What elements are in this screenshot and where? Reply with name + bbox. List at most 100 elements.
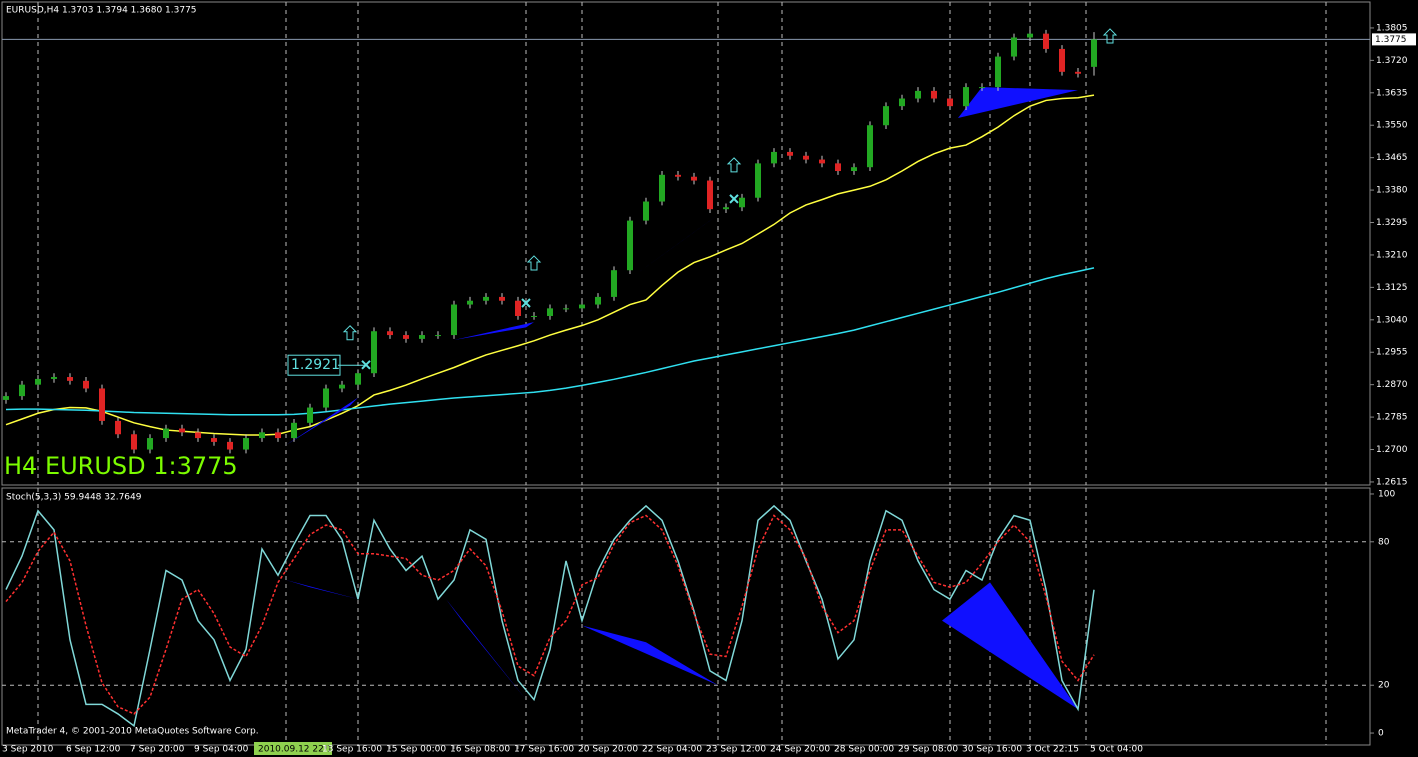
candle-body (451, 304, 457, 336)
candle-body (643, 201, 649, 221)
x-tick-label: 15 Sep 00:00 (386, 745, 446, 755)
candle-body (355, 373, 361, 385)
signal-arrow (342, 325, 358, 341)
candle-body (227, 441, 233, 450)
candle-body (803, 155, 809, 160)
candle-body (1011, 37, 1017, 57)
y-tick-label: 1.3210 (1376, 250, 1408, 260)
x-tick-label: 16 Sep 08:00 (450, 745, 510, 755)
candle-body (211, 438, 217, 442)
candle-body (67, 377, 73, 381)
candle-body (179, 428, 185, 433)
candle-body (19, 384, 25, 397)
candle-body (963, 87, 969, 107)
y-tick-label: 1.2870 (1376, 380, 1408, 390)
moving-average (5, 94, 1095, 436)
candle-body (867, 125, 873, 168)
divergence-wedge (446, 599, 526, 700)
divergence-wedge (454, 322, 534, 341)
candle-body (259, 432, 265, 439)
candle-body (883, 106, 889, 126)
candle-body (739, 197, 745, 208)
candle-body (851, 167, 857, 172)
moving-average (5, 267, 1095, 416)
cursor-time-box (254, 742, 332, 755)
candle-body (819, 159, 825, 164)
x-tick-label: 13 Sep 16:00 (322, 745, 382, 755)
candle-body (243, 438, 249, 450)
candle-body (771, 151, 777, 164)
candle-body (547, 308, 553, 316)
candle-body (195, 432, 201, 439)
x-tick-label: 3 Sep 2010 (2, 745, 54, 755)
x-tick-label: 17 Sep 16:00 (514, 745, 574, 755)
divergence-wedge (614, 214, 718, 291)
candle-body (627, 220, 633, 271)
price-panel (1, 1, 1371, 486)
x-tick-label: 22 Sep 04:00 (642, 745, 702, 755)
y-tick-label: 1.3380 (1376, 186, 1408, 196)
candle-body (995, 56, 1001, 88)
candle-body (515, 300, 521, 316)
candle-body (579, 304, 585, 309)
candle-body (899, 98, 905, 107)
x-tick-label: 28 Sep 00:00 (834, 745, 894, 755)
candle-body (931, 90, 937, 99)
signal-arrow (726, 157, 742, 173)
candle-body (787, 151, 793, 156)
candle-body (419, 335, 425, 339)
candle-body (115, 420, 121, 435)
candle-body (291, 422, 297, 439)
candle-body (371, 331, 377, 374)
y-tick-label: 1.3550 (1376, 121, 1408, 131)
candle-body (147, 438, 153, 450)
annotation-label: 1.2921 (291, 357, 340, 373)
candle-body (659, 174, 665, 202)
candle-body (467, 300, 473, 305)
y-tick-label: 1.2955 (1376, 348, 1408, 358)
y-tick-label: 1.2785 (1376, 413, 1408, 423)
divergence-wedge (942, 582, 1078, 710)
divergence-wedge (286, 397, 358, 445)
candle-body (323, 388, 329, 408)
y-tick-label: 20 (1378, 681, 1390, 691)
candle-body (675, 174, 681, 177)
y-tick-label: 100 (1378, 489, 1395, 499)
x-tick-label: 24 Sep 20:00 (770, 745, 830, 755)
candle-body (131, 434, 137, 450)
candle-body (611, 270, 617, 297)
x-tick-label: 29 Sep 08:00 (898, 745, 958, 755)
x-tick-label: 23 Sep 12:00 (706, 745, 766, 755)
divergence-wedge (582, 625, 718, 686)
candle-body (83, 380, 89, 389)
candle-body (35, 378, 41, 385)
candle-body (1091, 39, 1097, 67)
y-tick-label: 1.2700 (1376, 445, 1408, 455)
stochastic-line (5, 514, 1095, 715)
y-tick-label: 1.3465 (1376, 153, 1408, 163)
candle-body (563, 308, 569, 310)
x-tick-label: 2010.09.12 22:15 (258, 745, 338, 755)
divergence-wedge (958, 87, 1078, 118)
x-tick-label: 20 Sep 20:00 (578, 745, 638, 755)
candle-body (531, 315, 537, 317)
current-price-label: 1.3775 (1375, 35, 1407, 45)
candle-body (307, 407, 313, 423)
y-tick-label: 1.3295 (1376, 218, 1408, 228)
current-price-box (1372, 33, 1416, 46)
y-tick-label: 1.3635 (1376, 88, 1408, 98)
divergence-wedge (286, 580, 358, 600)
chart-title: EURUSD,H4 1.3703 1.3794 1.3680 1.3775 (6, 6, 197, 16)
candle-body (979, 87, 985, 89)
indicator-title: Stoch(5,3,3) 59.9448 32.7649 (6, 493, 142, 503)
y-tick-label: 80 (1378, 537, 1390, 547)
signal-arrow (1102, 28, 1118, 44)
candle-body (723, 207, 729, 210)
candle-body (1075, 71, 1081, 74)
y-tick-label: 0 (1378, 729, 1384, 739)
candle-body (483, 296, 489, 301)
candle-body (403, 335, 409, 339)
x-tick-label: 7 Sep 20:00 (130, 745, 185, 755)
